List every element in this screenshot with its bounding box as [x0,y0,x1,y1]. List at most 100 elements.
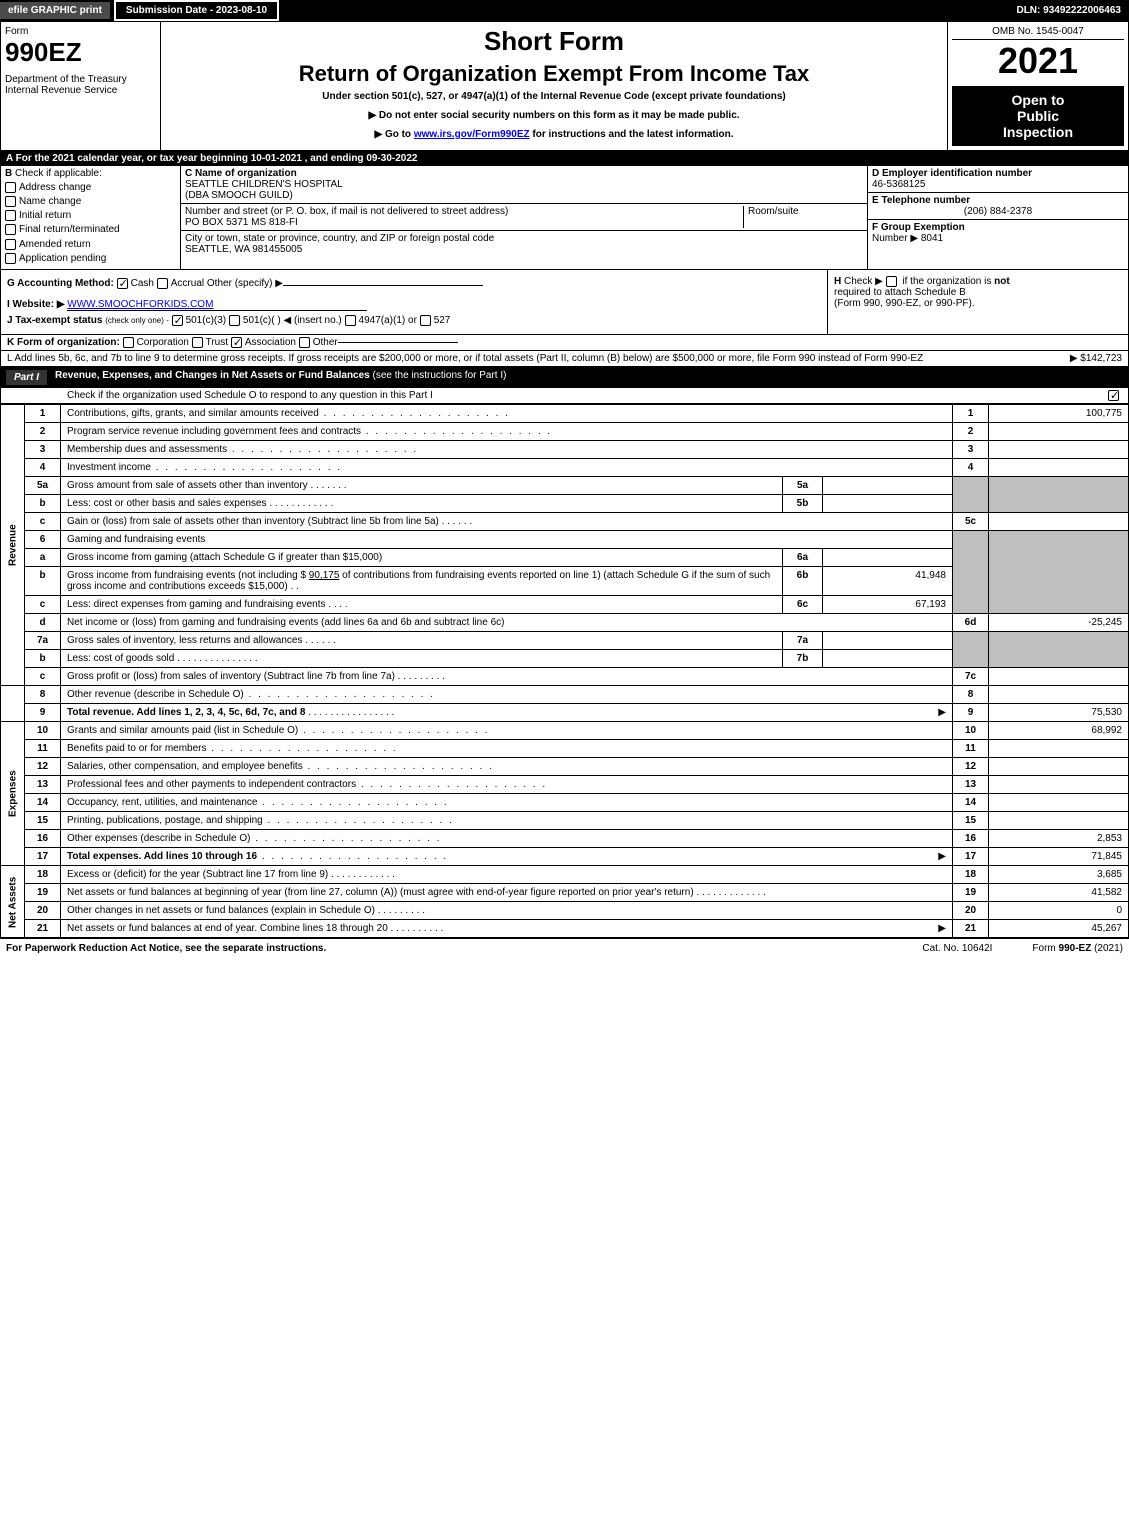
efile-label[interactable]: efile GRAPHIC print [0,2,110,19]
dept-label: Department of the Treasury Internal Reve… [5,74,156,96]
table-row: 11 Benefits paid to or for members 11 [1,740,1129,758]
room-label: Room/suite [748,206,863,217]
line-num: 12 [25,758,61,776]
check-application-pending[interactable]: Application pending [5,253,176,264]
part-i-check-row: Check if the organization used Schedule … [0,388,1129,404]
line-desc-text: Printing, publications, postage, and shi… [67,815,263,826]
shaded-cell [953,531,989,614]
line-ref: 14 [953,794,989,812]
checkbox-501c3[interactable] [172,315,183,326]
h-text2: if the organization is [902,276,994,287]
phone-value: (206) 884-2378 [872,206,1124,217]
j-opt2-sub: ◀ (insert no.) [284,315,342,326]
checkbox-assoc[interactable] [231,337,242,348]
footer-right-pre: Form [1032,943,1058,954]
other-input[interactable] [283,285,483,286]
part-i-title: Revenue, Expenses, and Changes in Net As… [55,370,370,385]
header-left: Form 990EZ Department of the Treasury In… [1,22,161,150]
footer-left: For Paperwork Reduction Act Notice, see … [6,943,326,954]
checkbox-accrual[interactable] [157,278,168,289]
k-other-input[interactable] [338,342,458,343]
line-desc-text: Total revenue. Add lines 1, 2, 3, 4, 5c,… [67,707,305,718]
irs-link[interactable]: www.irs.gov/Form990EZ [414,129,530,140]
accrual-label: Accrual [171,278,204,289]
footer-right-bold: 990-EZ [1059,943,1092,954]
table-row: 4 Investment income 4 [1,459,1129,477]
line-amount: 0 [989,902,1129,920]
k-trust: Trust [206,337,228,348]
checkbox-trust[interactable] [192,337,203,348]
line-num: 14 [25,794,61,812]
checkbox-cash[interactable] [117,278,128,289]
table-row: c Gain or (loss) from sale of assets oth… [1,513,1129,531]
check-label: Address change [19,182,91,193]
table-row: d Net income or (loss) from gaming and f… [1,614,1129,632]
ein-value: 46-5368125 [872,179,1124,190]
checkbox-icon [5,182,16,193]
line-num: 5a [25,477,61,495]
line-desc: Total revenue. Add lines 1, 2, 3, 4, 5c,… [61,704,953,722]
check-label: Final return/terminated [19,225,120,236]
check-initial-return[interactable]: Initial return [5,210,176,221]
line-amount: 2,853 [989,830,1129,848]
return-title: Return of Organization Exempt From Incom… [165,61,943,87]
checkbox-4947[interactable] [345,315,356,326]
line-desc-text: Net assets or fund balances at end of ye… [67,923,388,934]
line-desc-text: Grants and similar amounts paid (list in… [67,725,298,736]
line-desc: Other expenses (describe in Schedule O) [61,830,953,848]
section-a: A For the 2021 calendar year, or tax yea… [0,151,1129,166]
shaded-cell [989,477,1129,513]
l-arrow: ▶ $ [1070,353,1086,364]
open-line3: Inspection [958,124,1118,140]
line-desc-text: Other revenue (describe in Schedule O) [67,689,244,700]
line-ref: 12 [953,758,989,776]
sub-num: 5a [783,477,823,495]
group-num: 8041 [921,233,943,244]
group-label: F Group Exemption [872,222,965,233]
line-amount: 100,775 [989,405,1129,423]
website-link[interactable]: WWW.SMOOCHFORKIDS.COM [67,299,367,311]
sub-val [823,632,953,650]
line-num: 13 [25,776,61,794]
section-b: B Check if applicable: Address change Na… [1,166,181,269]
line-desc: Investment income [61,459,953,477]
footer-catno: Cat. No. 10642I [922,943,992,954]
sub-num: 5b [783,495,823,513]
line-num: c [25,596,61,614]
line-ref: 4 [953,459,989,477]
h-not: not [994,276,1010,287]
line-amount: 3,685 [989,866,1129,884]
table-row: 16 Other expenses (describe in Schedule … [1,830,1129,848]
checkbox-501c[interactable] [229,315,240,326]
table-row: 3 Membership dues and assessments 3 [1,441,1129,459]
checkbox-schedule-o[interactable] [1108,390,1119,401]
instr2-post: for instructions and the latest informat… [530,129,734,140]
shaded-cell [989,632,1129,668]
line-amount: 41,582 [989,884,1129,902]
submission-date: Submission Date - 2023-08-10 [114,0,279,21]
l-value: 142,723 [1086,353,1122,364]
check-name-change[interactable]: Name change [5,196,176,207]
checkbox-corp[interactable] [123,337,134,348]
check-amended-return[interactable]: Amended return [5,239,176,250]
tax-year: 2021 [952,40,1124,82]
line-ref: 9 [953,704,989,722]
j-opt1: 501(c)(3) [186,315,227,326]
line-desc: Excess or (deficit) for the year (Subtra… [61,866,953,884]
line-desc-text: Gross amount from sale of assets other t… [67,480,308,491]
omb-number: OMB No. 1545-0047 [952,26,1124,40]
line-num: d [25,614,61,632]
checkbox-h[interactable] [886,276,897,287]
checkbox-other-org[interactable] [299,337,310,348]
g-label: G Accounting Method: [7,278,114,289]
k-assoc: Association [245,337,296,348]
table-row: 13 Professional fees and other payments … [1,776,1129,794]
line-ref: 18 [953,866,989,884]
line-amount [989,740,1129,758]
footer-right-post: (2021) [1091,943,1123,954]
other-label: Other (specify) ▶ [207,278,283,289]
check-address-change[interactable]: Address change [5,182,176,193]
checkbox-527[interactable] [420,315,431,326]
check-final-return[interactable]: Final return/terminated [5,224,176,235]
b-subtitle: Check if applicable: [15,168,102,179]
